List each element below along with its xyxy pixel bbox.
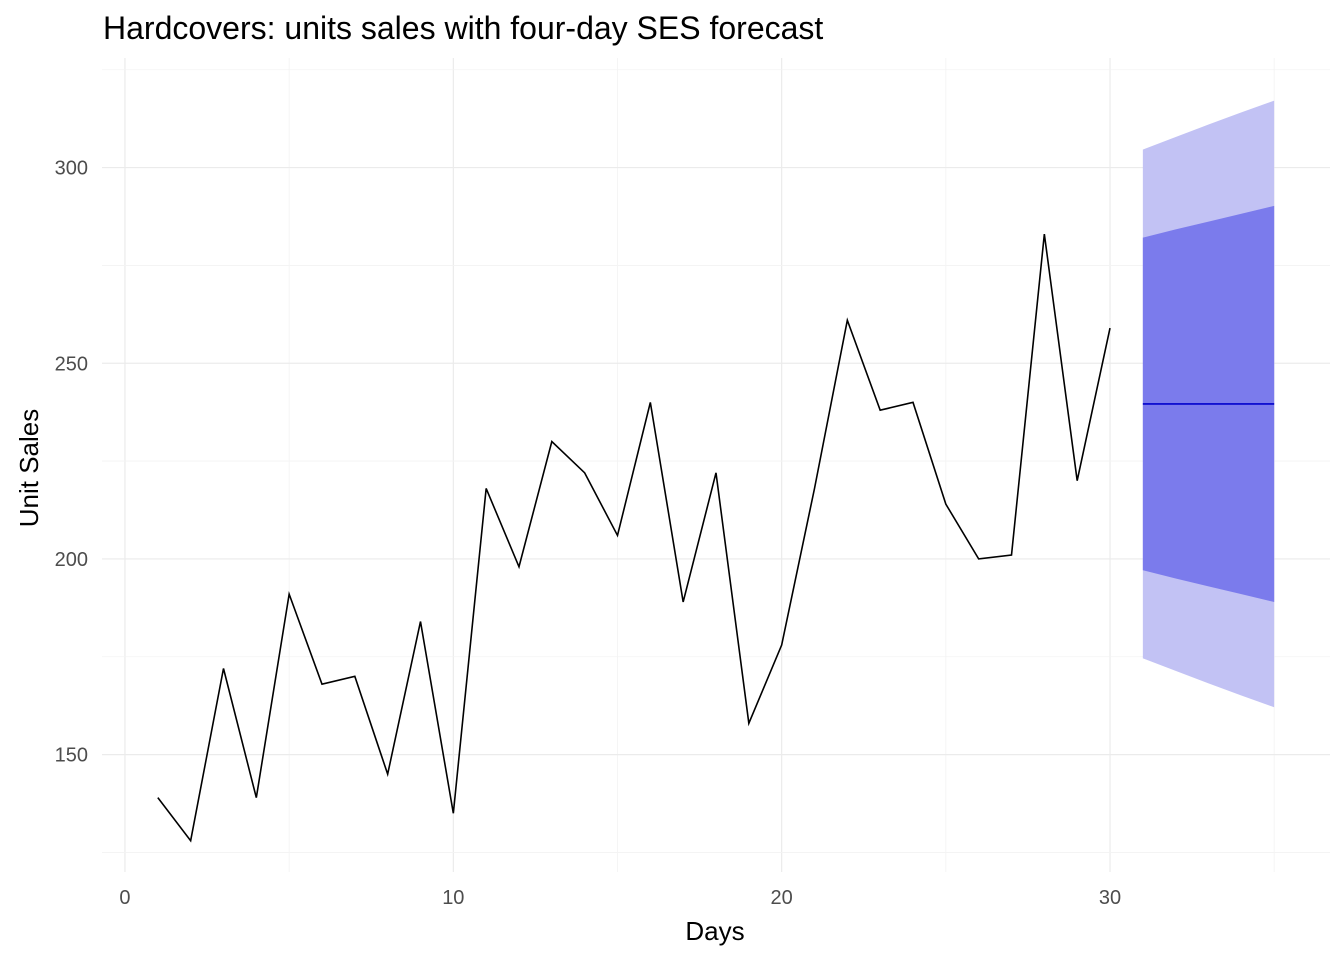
x-tick-label: 30	[1099, 887, 1121, 909]
x-tick-label: 0	[119, 887, 130, 909]
series-line	[157, 234, 1111, 843]
y-axis-label: Unit Sales	[14, 409, 44, 528]
y-tick-label: 300	[55, 158, 88, 180]
chart-title: Hardcovers: units sales with four-day SE…	[103, 10, 824, 46]
tick-label-layer: 0 10 20 30 150 200 250 300	[55, 158, 1122, 909]
series-layer	[157, 234, 1275, 843]
x-tick-label: 10	[442, 887, 464, 909]
y-tick-label: 200	[55, 549, 88, 571]
x-tick-label: 20	[771, 887, 793, 909]
y-tick-label: 150	[55, 745, 88, 767]
x-axis-label: Days	[685, 916, 744, 946]
y-tick-label: 250	[55, 353, 88, 375]
